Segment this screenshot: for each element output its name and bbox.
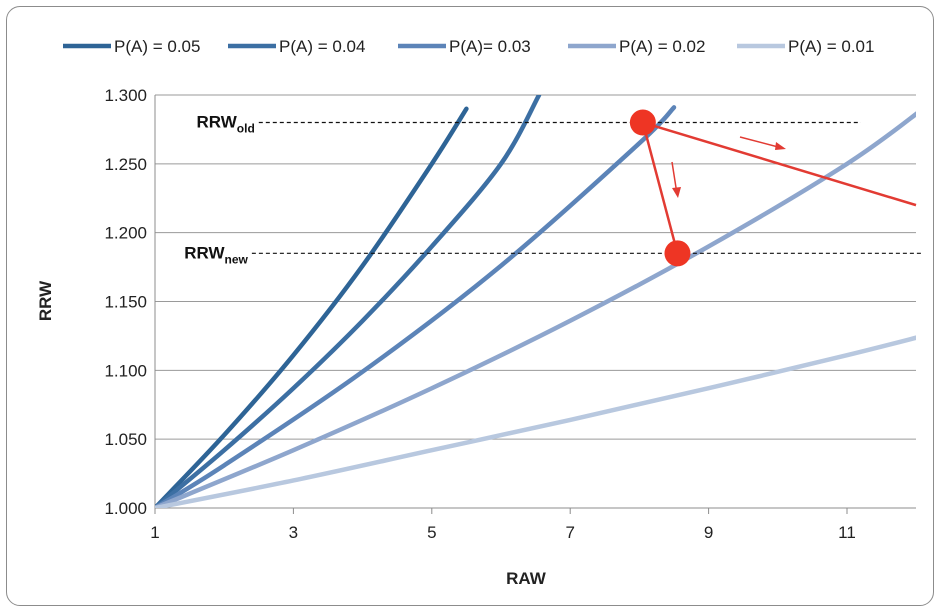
y-tick-label: 1.300 [104, 86, 147, 105]
highlight-point-1 [629, 109, 656, 136]
arrow-down-head [672, 187, 681, 198]
legend-label-5: P(A) = 0.01 [788, 37, 874, 56]
x-tick-label: 3 [289, 523, 298, 542]
series-line-1 [155, 106, 469, 508]
x-tick-label: 9 [704, 523, 713, 542]
red-trend-line [642, 121, 917, 207]
y-axis: 1.000 1.050 1.100 1.150 1.200 1.250 1.300 [104, 86, 156, 518]
gridlines [155, 94, 916, 509]
rrw-new-label: RRWnew [184, 243, 248, 266]
x-tick-label: 1 [150, 523, 159, 542]
legend-label-4: P(A) = 0.02 [619, 37, 705, 56]
annotations: RRWold RRWnew [184, 109, 924, 267]
red-drop-line [641, 122, 679, 254]
arrow-right-shaft [739, 136, 783, 149]
y-axis-title: RRW [36, 280, 55, 321]
arrow-down-icon [671, 161, 681, 198]
x-axis-title: RAW [506, 569, 547, 588]
series-line-4 [155, 111, 916, 508]
series-line-3 [155, 105, 677, 508]
arrow-right-head [775, 142, 786, 150]
series-line-5 [155, 335, 916, 508]
y-tick-label: 1.050 [104, 430, 147, 449]
y-tick-label: 1.200 [104, 224, 147, 243]
x-axis: 1 3 5 7 9 11 [150, 508, 856, 542]
y-tick-label: 1.150 [104, 293, 147, 312]
legend-label-2: P(A) = 0.04 [279, 37, 365, 56]
legend-label-3: P(A)= 0.03 [449, 37, 531, 56]
legend-label-1: P(A) = 0.05 [114, 37, 200, 56]
arrow-right-icon [739, 136, 786, 150]
rrw-old-label: RRWold [197, 113, 255, 136]
x-tick-label: 5 [427, 523, 436, 542]
series-lines [155, 95, 916, 508]
y-tick-label: 1.250 [104, 155, 147, 174]
legend: P(A) = 0.05 P(A) = 0.04 P(A)= 0.03 P(A) = 0… [63, 37, 874, 56]
series-line-2 [155, 95, 542, 508]
x-tick-label: 11 [838, 523, 856, 542]
x-tick-label: 7 [565, 523, 574, 542]
highlight-point-2 [664, 240, 691, 267]
y-tick-label: 1.000 [104, 499, 147, 518]
y-tick-label: 1.100 [104, 361, 147, 380]
series-clip-group [155, 95, 916, 508]
